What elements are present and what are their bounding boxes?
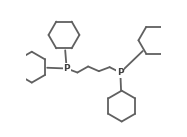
Text: P: P — [63, 64, 70, 73]
Text: P: P — [117, 68, 124, 77]
